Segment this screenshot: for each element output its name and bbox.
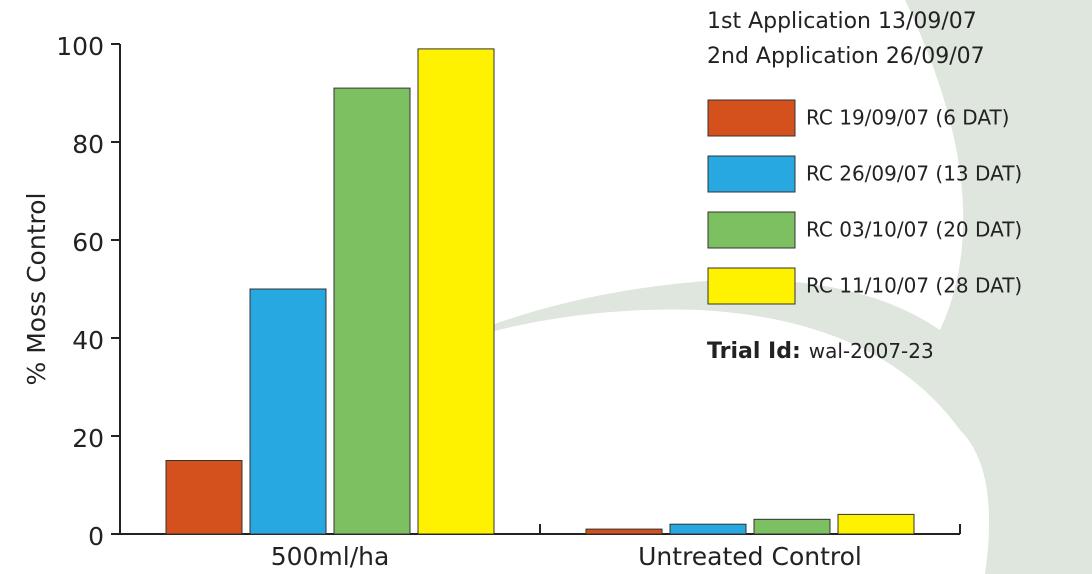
trial-id: Trial Id: wal-2007-23 <box>707 339 934 365</box>
legend-label: RC 11/10/07 (28 DAT) <box>806 274 1022 298</box>
bar <box>250 289 326 534</box>
legend-label: RC 03/10/07 (20 DAT) <box>806 218 1022 242</box>
legend-swatch <box>708 100 795 136</box>
y-tick-label: 40 <box>72 326 104 355</box>
bar <box>334 88 410 534</box>
y-tick-label: 60 <box>72 228 104 257</box>
y-tick-label: 100 <box>56 32 104 61</box>
page: {"chart_data": {"type": "bar", "categori… <box>0 0 1092 574</box>
y-tick-label: 80 <box>72 130 104 159</box>
bar <box>838 514 914 534</box>
bar <box>418 49 494 534</box>
legend-swatch <box>708 212 795 248</box>
y-tick-label: 20 <box>72 424 104 453</box>
x-tick-label: 500ml/ha <box>271 542 390 571</box>
trial-value: wal-2007-23 <box>809 339 934 363</box>
bar <box>670 524 746 534</box>
legend-swatch <box>708 156 795 192</box>
x-tick-label: Untreated Control <box>638 542 862 571</box>
legend-label: RC 26/09/07 (13 DAT) <box>806 162 1022 186</box>
legend-swatch <box>708 268 795 304</box>
legend-label: RC 19/09/07 (6 DAT) <box>806 106 1010 130</box>
chart: 1st Application 13/09/07 2nd Application… <box>0 0 1092 574</box>
y-tick-label: 0 <box>88 522 104 551</box>
bar <box>586 529 662 534</box>
annotation: 1st Application 13/09/07 <box>707 9 977 34</box>
bar <box>754 519 830 534</box>
trial-label: Trial Id: <box>707 339 801 364</box>
y-axis-label: % Moss Control <box>22 193 51 386</box>
annotation: 2nd Application 26/09/07 <box>707 44 985 69</box>
bar <box>166 461 242 535</box>
